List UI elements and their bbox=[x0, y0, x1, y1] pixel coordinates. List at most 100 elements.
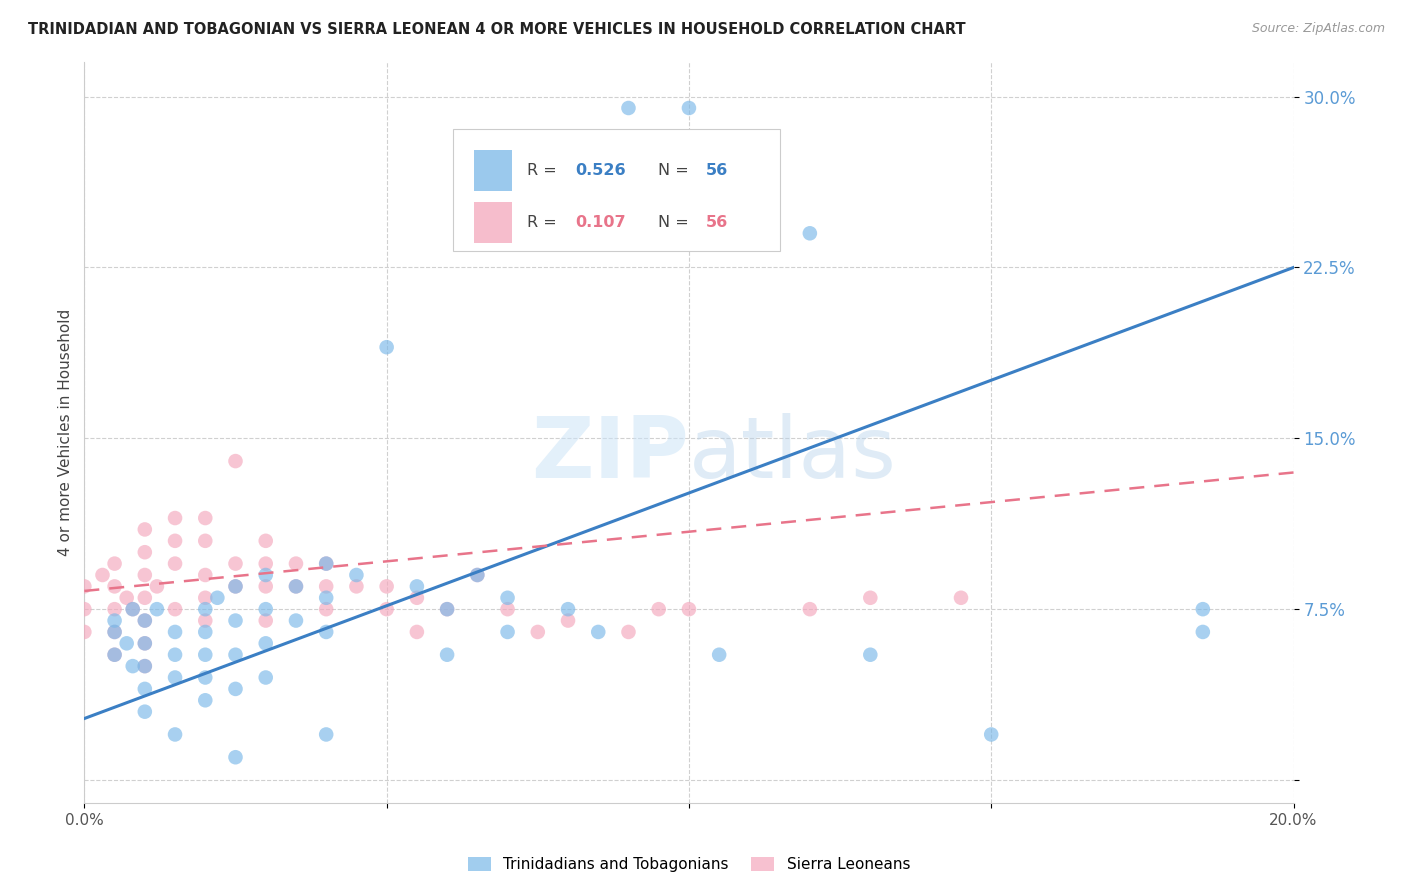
Point bbox=[165, 648, 187, 662]
Point bbox=[406, 624, 429, 639]
Point bbox=[104, 557, 127, 571]
Point bbox=[104, 648, 127, 662]
Text: Source: ZipAtlas.com: Source: ZipAtlas.com bbox=[1251, 22, 1385, 36]
Point bbox=[115, 591, 138, 605]
Point bbox=[165, 727, 187, 741]
Text: R =: R = bbox=[527, 215, 562, 230]
Point bbox=[617, 101, 640, 115]
Point bbox=[375, 340, 398, 354]
Point bbox=[134, 705, 156, 719]
Point bbox=[194, 671, 217, 685]
Point bbox=[315, 591, 337, 605]
Point bbox=[285, 579, 308, 593]
Point bbox=[406, 579, 429, 593]
Point bbox=[225, 681, 247, 696]
Point bbox=[346, 568, 368, 582]
Text: atlas: atlas bbox=[689, 413, 897, 496]
Point bbox=[346, 579, 368, 593]
Point bbox=[1192, 602, 1215, 616]
Point bbox=[73, 579, 96, 593]
Text: TRINIDADIAN AND TOBAGONIAN VS SIERRA LEONEAN 4 OR MORE VEHICLES IN HOUSEHOLD COR: TRINIDADIAN AND TOBAGONIAN VS SIERRA LEO… bbox=[28, 22, 966, 37]
Text: 56: 56 bbox=[706, 215, 728, 230]
Point bbox=[91, 568, 114, 582]
Point bbox=[496, 624, 519, 639]
Point bbox=[678, 602, 700, 616]
Point bbox=[104, 614, 127, 628]
Point bbox=[225, 557, 247, 571]
Point bbox=[738, 158, 761, 172]
Point bbox=[134, 591, 156, 605]
Point bbox=[165, 624, 187, 639]
Point bbox=[980, 727, 1002, 741]
Legend: Trinidadians and Tobagonians, Sierra Leoneans: Trinidadians and Tobagonians, Sierra Leo… bbox=[461, 851, 917, 879]
Point bbox=[165, 533, 187, 548]
Point bbox=[254, 533, 277, 548]
Bar bbox=[474, 202, 512, 243]
Point bbox=[527, 624, 550, 639]
Point bbox=[496, 591, 519, 605]
Point bbox=[254, 602, 277, 616]
Point bbox=[134, 545, 156, 559]
Point bbox=[104, 624, 127, 639]
Point bbox=[950, 591, 973, 605]
Point bbox=[134, 659, 156, 673]
Point bbox=[104, 602, 127, 616]
Point bbox=[194, 591, 217, 605]
Point bbox=[254, 671, 277, 685]
Point bbox=[467, 568, 489, 582]
Point bbox=[285, 557, 308, 571]
Point bbox=[165, 602, 187, 616]
Point bbox=[165, 557, 187, 571]
Point bbox=[588, 624, 610, 639]
Point bbox=[375, 602, 398, 616]
Point bbox=[134, 636, 156, 650]
Point bbox=[73, 602, 96, 616]
Point bbox=[648, 602, 671, 616]
Point bbox=[859, 591, 882, 605]
Point bbox=[678, 101, 700, 115]
Point bbox=[315, 727, 337, 741]
Point bbox=[436, 602, 458, 616]
Point bbox=[194, 568, 217, 582]
Point bbox=[254, 579, 277, 593]
Point bbox=[285, 579, 308, 593]
Point bbox=[121, 602, 143, 616]
Point bbox=[165, 511, 187, 525]
Point bbox=[146, 579, 169, 593]
Point bbox=[799, 602, 821, 616]
Point bbox=[134, 681, 156, 696]
Point bbox=[436, 648, 458, 662]
Point bbox=[146, 602, 169, 616]
Point bbox=[134, 636, 156, 650]
Point bbox=[194, 602, 217, 616]
Point bbox=[709, 648, 731, 662]
Point bbox=[194, 614, 217, 628]
Point bbox=[225, 614, 247, 628]
Text: 0.526: 0.526 bbox=[575, 163, 626, 178]
Point bbox=[225, 579, 247, 593]
Point bbox=[134, 523, 156, 537]
Point bbox=[315, 579, 337, 593]
Point bbox=[225, 579, 247, 593]
Point bbox=[799, 227, 821, 241]
Point bbox=[134, 614, 156, 628]
Point bbox=[194, 511, 217, 525]
Text: 56: 56 bbox=[706, 163, 728, 178]
Point bbox=[194, 648, 217, 662]
Point bbox=[496, 602, 519, 616]
Point bbox=[225, 648, 247, 662]
Point bbox=[285, 614, 308, 628]
Point bbox=[254, 568, 277, 582]
Point bbox=[859, 648, 882, 662]
Point bbox=[104, 648, 127, 662]
Text: ZIP: ZIP bbox=[531, 413, 689, 496]
Point bbox=[225, 750, 247, 764]
FancyBboxPatch shape bbox=[453, 129, 780, 252]
Point bbox=[467, 568, 489, 582]
Point bbox=[1192, 624, 1215, 639]
Point bbox=[254, 557, 277, 571]
Point bbox=[225, 454, 247, 468]
Point bbox=[194, 693, 217, 707]
Point bbox=[104, 624, 127, 639]
Point bbox=[207, 591, 229, 605]
